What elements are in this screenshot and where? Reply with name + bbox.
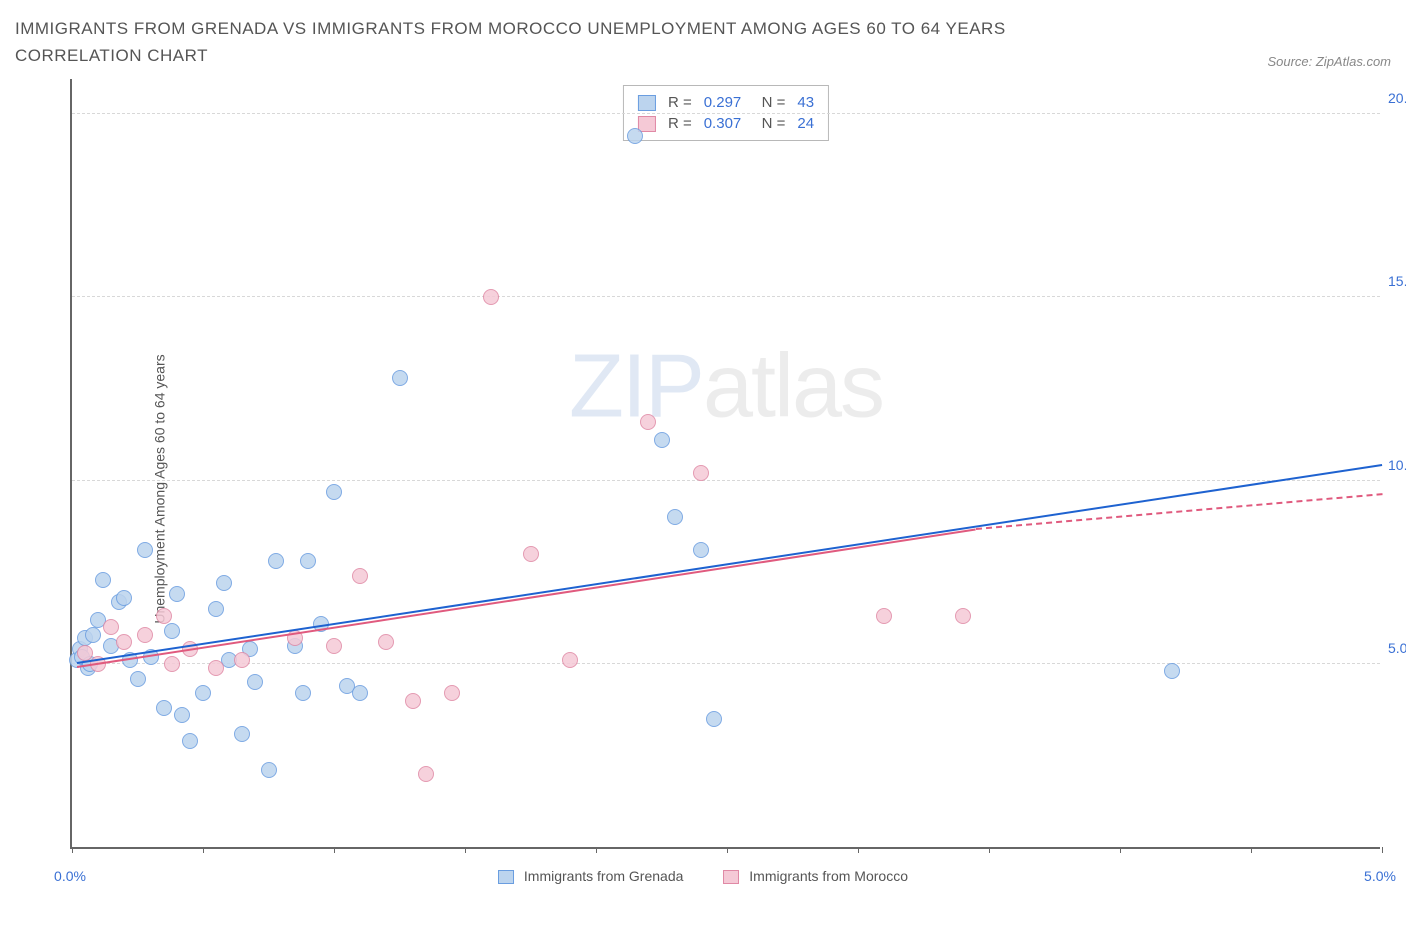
data-point [326, 484, 342, 500]
data-point [295, 685, 311, 701]
data-point [137, 627, 153, 643]
data-point [268, 553, 284, 569]
x-tick-mark [596, 847, 597, 853]
data-point [483, 289, 499, 305]
data-point [130, 671, 146, 687]
gridline [72, 296, 1380, 297]
data-point [137, 542, 153, 558]
watermark: ZIPatlas [569, 335, 883, 438]
data-point [116, 634, 132, 650]
x-tick-mark [1120, 847, 1121, 853]
stats-row-morocco: R = 0.307 N = 24 [638, 113, 814, 134]
n-label: N = [753, 94, 785, 111]
data-point [208, 660, 224, 676]
data-point [667, 509, 683, 525]
swatch-morocco-icon [723, 870, 739, 884]
n-value-grenada: 43 [797, 94, 814, 111]
data-point [654, 432, 670, 448]
data-point [234, 652, 250, 668]
data-point [164, 656, 180, 672]
xlegend-morocco: Immigrants from Morocco [723, 868, 908, 884]
chart-container: Unemployment Among Ages 60 to 64 years Z… [15, 79, 1391, 899]
r-label: R = [668, 94, 692, 111]
data-point [216, 575, 232, 591]
data-point [85, 627, 101, 643]
data-point [261, 762, 277, 778]
data-point [326, 638, 342, 654]
data-point [693, 542, 709, 558]
gridline [72, 663, 1380, 664]
data-point [418, 766, 434, 782]
data-point [164, 623, 180, 639]
xlegend-grenada-label: Immigrants from Grenada [524, 868, 684, 884]
data-point [444, 685, 460, 701]
swatch-grenada-icon [498, 870, 514, 884]
x-tick-mark [727, 847, 728, 853]
plot-area: ZIPatlas R = 0.297 N = 43 R = 0.307 N = … [70, 79, 1380, 849]
y-tick-label: 15.0% [1388, 273, 1406, 289]
chart-title: IMMIGRANTS FROM GRENADA VS IMMIGRANTS FR… [15, 15, 1115, 69]
x-tick-mark [1251, 847, 1252, 853]
data-point [247, 674, 263, 690]
data-point [234, 726, 250, 742]
x-tick-mark [334, 847, 335, 853]
data-point [195, 685, 211, 701]
data-point [1164, 663, 1180, 679]
data-point [627, 128, 643, 144]
data-point [876, 608, 892, 624]
data-point [300, 553, 316, 569]
trend-line [976, 493, 1382, 530]
x-tick-mark [989, 847, 990, 853]
data-point [182, 733, 198, 749]
data-point [116, 590, 132, 606]
x-tick-mark [858, 847, 859, 853]
gridline [72, 113, 1380, 114]
r-label: R = [668, 115, 692, 132]
y-tick-label: 20.0% [1388, 90, 1406, 106]
swatch-grenada [638, 95, 656, 111]
data-point [352, 568, 368, 584]
x-tick-mark [72, 847, 73, 853]
x-legend: Immigrants from Grenada Immigrants from … [498, 868, 908, 884]
gridline [72, 480, 1380, 481]
r-value-morocco: 0.307 [704, 115, 742, 132]
data-point [169, 586, 185, 602]
data-point [208, 601, 224, 617]
data-point [562, 652, 578, 668]
data-point [706, 711, 722, 727]
n-label: N = [753, 115, 785, 132]
stats-row-grenada: R = 0.297 N = 43 [638, 92, 814, 113]
chart-source: Source: ZipAtlas.com [1267, 54, 1391, 69]
data-point [405, 693, 421, 709]
x-tick-mark [465, 847, 466, 853]
y-tick-label: 5.0% [1388, 640, 1406, 656]
x-axis-end-label: 5.0% [1364, 868, 1396, 884]
data-point [955, 608, 971, 624]
data-point [693, 465, 709, 481]
n-value-morocco: 24 [797, 115, 814, 132]
data-point [640, 414, 656, 430]
data-point [392, 370, 408, 386]
data-point [378, 634, 394, 650]
x-axis-start-label: 0.0% [54, 868, 86, 884]
r-value-grenada: 0.297 [704, 94, 742, 111]
xlegend-morocco-label: Immigrants from Morocco [749, 868, 908, 884]
data-point [352, 685, 368, 701]
y-tick-label: 10.0% [1388, 457, 1406, 473]
data-point [95, 572, 111, 588]
xlegend-grenada: Immigrants from Grenada [498, 868, 683, 884]
x-tick-mark [203, 847, 204, 853]
data-point [156, 700, 172, 716]
data-point [523, 546, 539, 562]
chart-header: IMMIGRANTS FROM GRENADA VS IMMIGRANTS FR… [15, 15, 1391, 69]
data-point [174, 707, 190, 723]
data-point [156, 608, 172, 624]
x-tick-mark [1382, 847, 1383, 853]
data-point [103, 619, 119, 635]
